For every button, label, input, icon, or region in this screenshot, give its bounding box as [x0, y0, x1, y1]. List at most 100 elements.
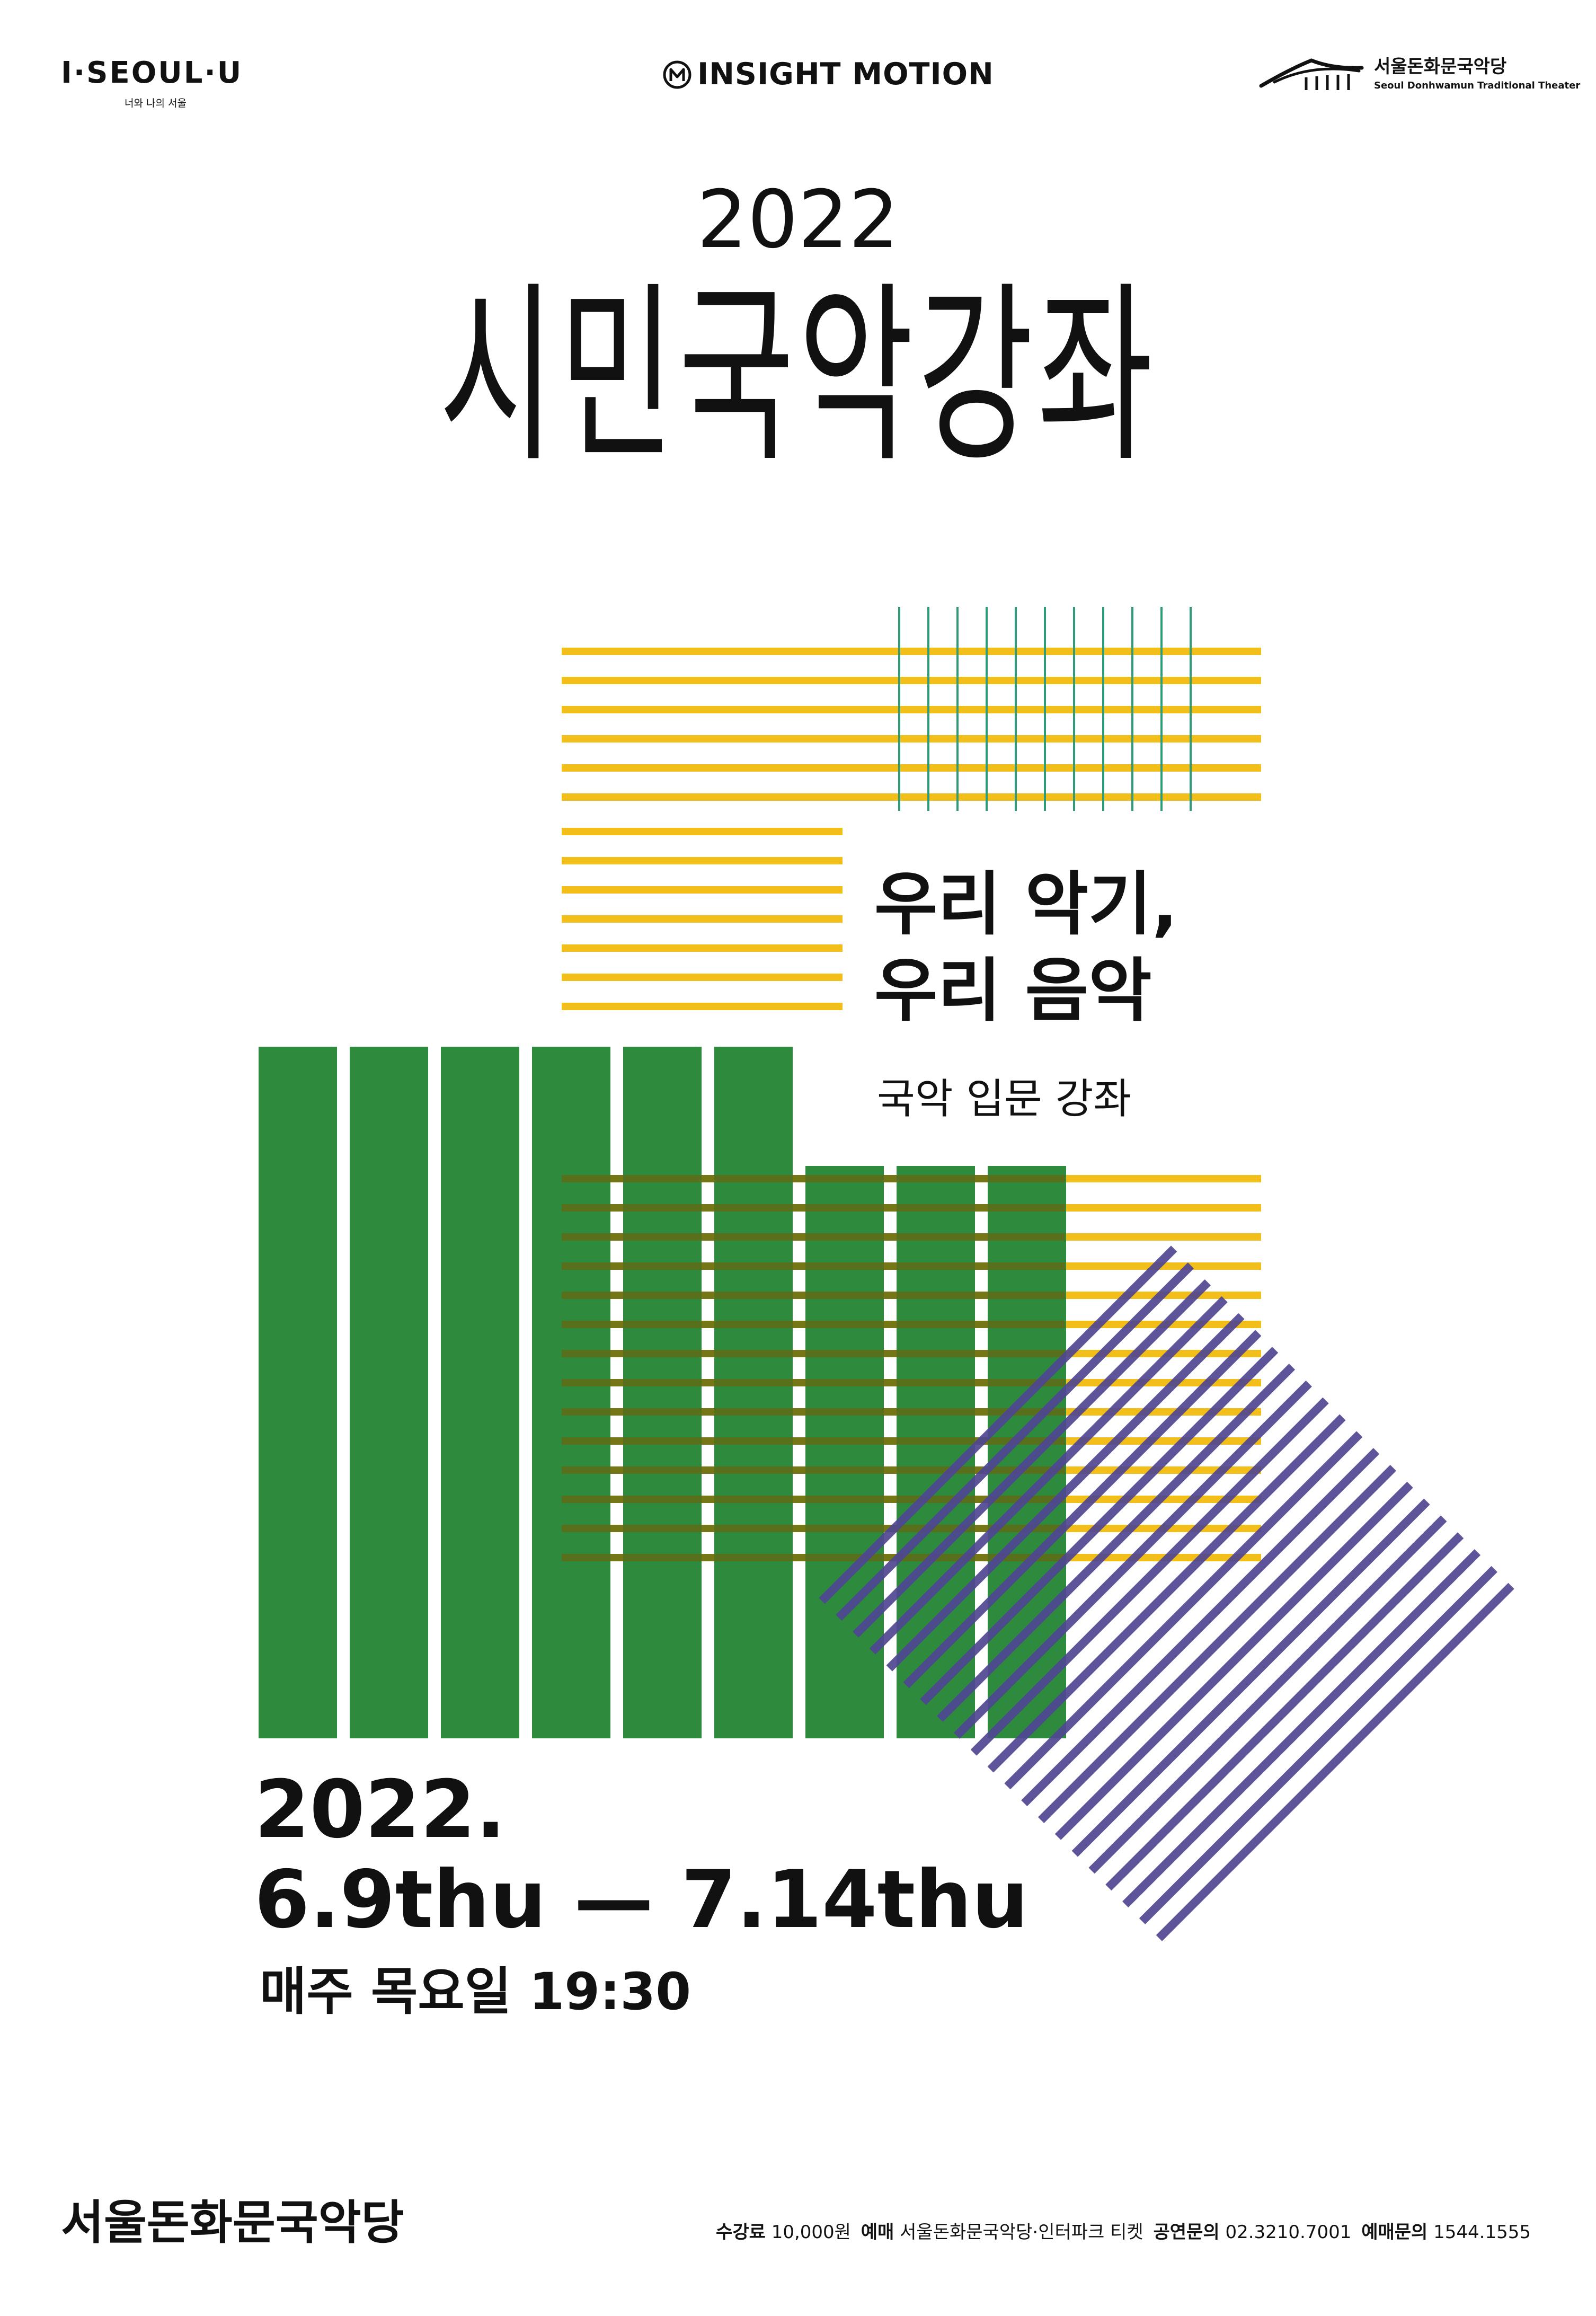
- teal-vertical-lines: [898, 607, 1192, 811]
- purple-stripe: [852, 1279, 1211, 1638]
- donhwamun-theater-logo: 서울돈화문국악당 Seoul Donhwamun Traditional The…: [1258, 53, 1580, 95]
- insight-motion-logo: INSIGHT MOTION: [662, 59, 994, 90]
- i-seoul-u-logo-subtext: 너와 나의 서울: [125, 98, 187, 109]
- yellow-stripe: [562, 677, 1261, 684]
- green-vertical-bars: [259, 1047, 1066, 1738]
- purple-stripe: [903, 1330, 1262, 1689]
- teal-line: [1131, 607, 1133, 811]
- booking-label: 예매: [861, 2222, 894, 2243]
- yellow-stripe: [562, 793, 1261, 801]
- teal-line: [927, 607, 929, 811]
- purple-stripe: [819, 1245, 1177, 1604]
- title-year: 2022: [697, 174, 899, 266]
- purple-stripe: [953, 1380, 1312, 1739]
- yellow-stripes-top: [562, 648, 1261, 801]
- subtitle-background: [843, 827, 1076, 1166]
- fee-label: 수강료: [716, 2222, 766, 2243]
- yellow-stripe: [562, 735, 1261, 742]
- yellow-stripe: [562, 1003, 848, 1010]
- teal-line: [1160, 607, 1163, 811]
- yellow-stripe-overlay: [562, 1233, 1065, 1241]
- yellow-stripe: [562, 974, 848, 981]
- purple-stripe: [987, 1414, 1346, 1773]
- green-bar: [259, 1047, 337, 1738]
- teal-line: [1073, 607, 1075, 811]
- yellow-stripe-overlay: [562, 1554, 1065, 1561]
- purple-stripe: [1071, 1498, 1430, 1857]
- purple-stripe-group: [819, 1245, 1514, 1941]
- donhwamun-logo-english: Seoul Donhwamun Traditional Theater: [1374, 80, 1581, 92]
- purple-stripe: [1021, 1448, 1380, 1807]
- subtitle-caption: 국악 입문 강좌: [877, 1075, 1132, 1123]
- teal-line: [1044, 607, 1046, 811]
- purple-stripe: [1105, 1532, 1464, 1891]
- yellow-stripe-overlay: [562, 1466, 1065, 1474]
- yellow-stripe: [562, 706, 1261, 713]
- purple-diagonal-stripes: [819, 1245, 1514, 1941]
- yellow-stripe-overlay: [562, 1525, 1065, 1532]
- i-seoul-u-logo: I·SEOUL·U 너와 나의 서울: [61, 58, 243, 110]
- yellow-stripe: [562, 828, 848, 835]
- ticket-inquiry-value: 1544.1555: [1433, 2222, 1531, 2243]
- purple-stripe: [920, 1347, 1279, 1705]
- subtitle-heading: 우리 악기, 우리 음악: [874, 861, 1178, 1033]
- teal-line: [1102, 607, 1104, 811]
- purple-stripe: [1004, 1431, 1363, 1790]
- schedule-range: 6.9thu — 7.14thu: [254, 1854, 1028, 1946]
- green-bar: [441, 1047, 519, 1738]
- teal-line: [1190, 607, 1192, 811]
- insight-motion-logo-text: INSIGHT MOTION: [697, 57, 994, 92]
- yellow-stripe-overlay: [562, 1292, 1065, 1299]
- yellow-stripe-overlay: [562, 1408, 1065, 1416]
- subtitle-line-2: 우리 음악: [874, 950, 1152, 1031]
- yellow-stripe-overlay: [562, 1204, 1065, 1212]
- green-bar: [714, 1047, 793, 1738]
- yellow-stripe-overlay: [562, 1350, 1065, 1357]
- yellow-stripe: [562, 915, 848, 923]
- yellow-stripe-overlay: [562, 1379, 1065, 1386]
- purple-stripe: [1139, 1566, 1497, 1924]
- teal-line: [956, 607, 959, 811]
- green-bar: [532, 1047, 610, 1738]
- green-bar: [350, 1047, 428, 1738]
- green-bar: [805, 1166, 884, 1738]
- teal-line: [1015, 607, 1017, 811]
- purple-stripe: [869, 1296, 1228, 1655]
- purple-stripe: [836, 1262, 1194, 1621]
- purple-stripe: [937, 1364, 1296, 1722]
- teal-line: [986, 607, 988, 811]
- inquiry-label: 공연문의: [1153, 2222, 1220, 2243]
- purple-stripe: [1088, 1515, 1447, 1874]
- footer-info: 수강료 10,000원 예매 서울돈화문국악당·인터파크 티켓 공연문의 02.…: [716, 2223, 1535, 2241]
- yellow-stripe: [562, 886, 848, 894]
- teal-line: [898, 607, 900, 811]
- yellow-stripes-overlay: [562, 1175, 1065, 1561]
- yellow-stripe-overlay: [562, 1496, 1065, 1503]
- purple-stripe: [1038, 1464, 1396, 1823]
- yellow-stripe-overlay: [562, 1437, 1065, 1445]
- donhwamun-logo-korean: 서울돈화문국악당: [1374, 56, 1507, 77]
- purple-stripe: [1122, 1549, 1481, 1908]
- insight-motion-mark-icon: [663, 60, 691, 89]
- yellow-stripe: [562, 857, 848, 864]
- i-seoul-u-logo-text: I·SEOUL·U: [61, 56, 243, 90]
- purple-stripe: [886, 1313, 1245, 1672]
- venue-name: 서울돈화문국악당: [61, 2195, 404, 2250]
- booking-value: 서울돈화문국악당·인터파크 티켓: [900, 2222, 1143, 2243]
- yellow-stripe: [562, 944, 848, 952]
- schedule-year: 2022.: [254, 1764, 506, 1856]
- traditional-roof-icon: [1259, 58, 1364, 90]
- yellow-stripe: [562, 648, 1261, 655]
- inquiry-value: 02.3210.7001: [1225, 2222, 1352, 2243]
- yellow-stripe-overlay: [562, 1321, 1065, 1328]
- purple-stripe: [1156, 1583, 1514, 1941]
- ticket-inquiry-label: 예매문의: [1361, 2222, 1428, 2243]
- subtitle-line-1: 우리 악기,: [874, 864, 1178, 944]
- purple-stripe: [1054, 1481, 1413, 1840]
- purple-stripe: [970, 1397, 1329, 1756]
- fee-value: 10,000원: [771, 2222, 851, 2243]
- schedule-time: 매주 목요일 19:30: [260, 1962, 691, 2021]
- yellow-stripe-overlay: [562, 1262, 1065, 1270]
- green-bar: [623, 1047, 702, 1738]
